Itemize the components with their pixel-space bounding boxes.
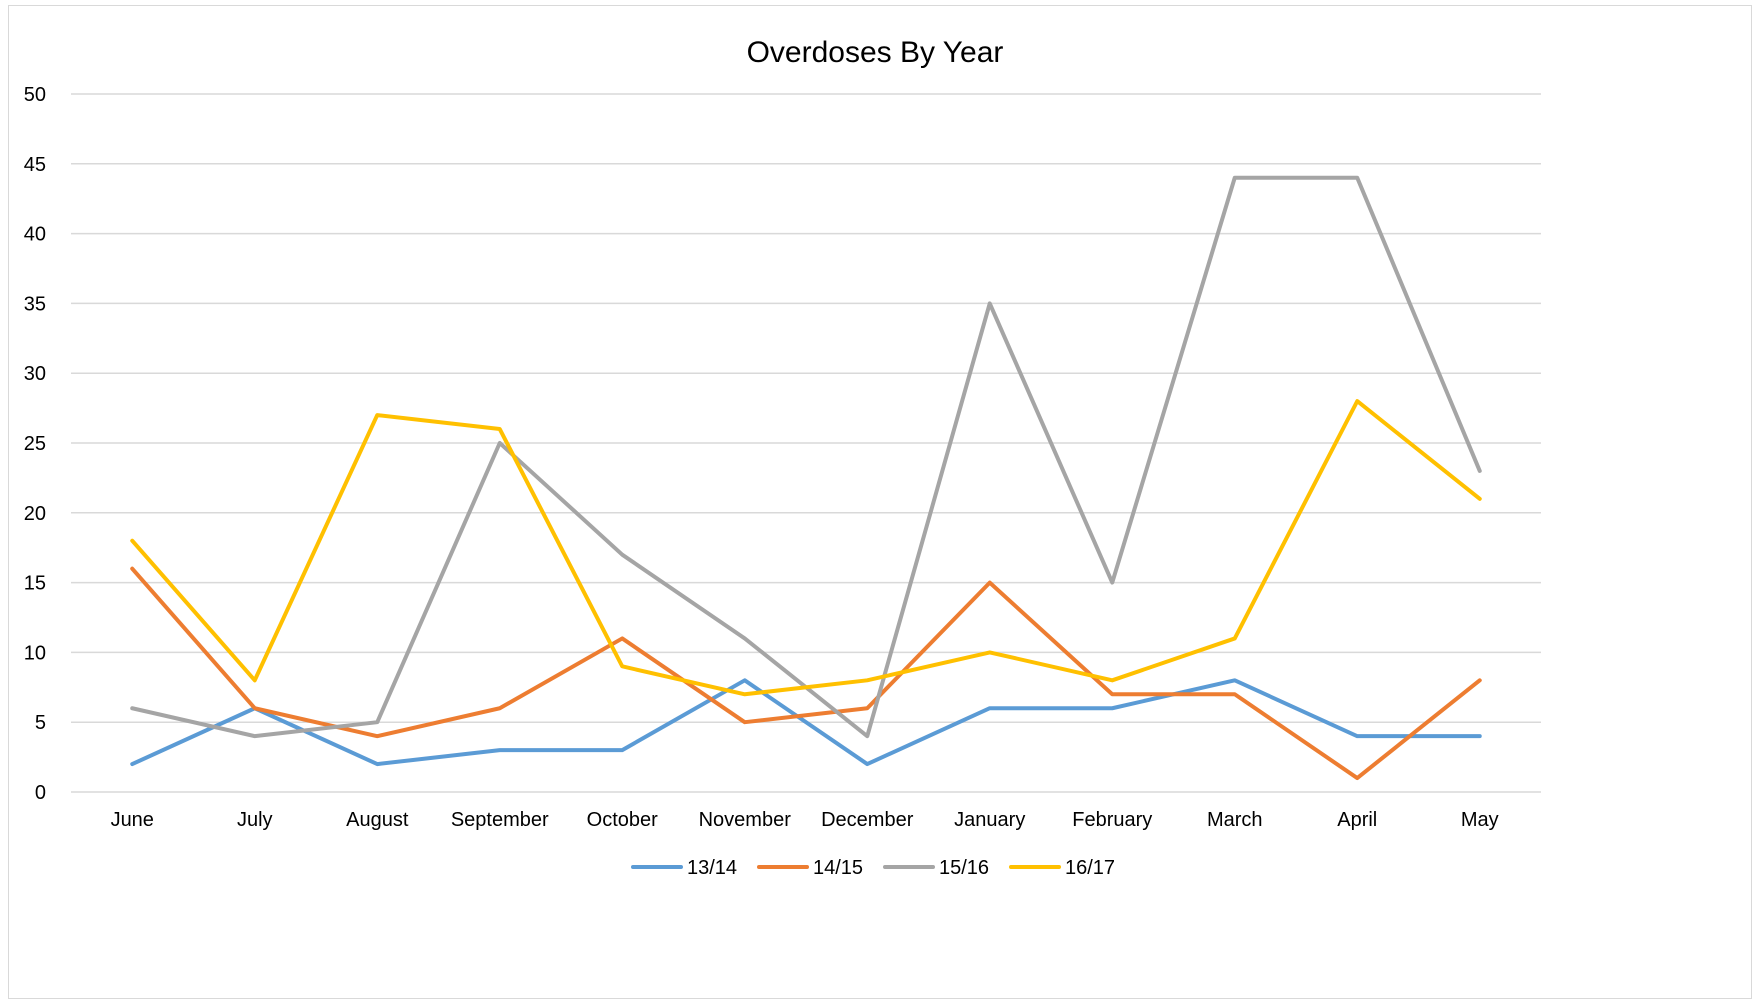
legend-label: 16/17: [1065, 857, 1115, 879]
y-tick-label: 10: [24, 642, 46, 664]
x-tick-label: October: [587, 809, 658, 831]
y-tick-label: 25: [24, 433, 46, 455]
legend-label: 13/14: [687, 857, 737, 879]
x-tick-label: April: [1337, 809, 1377, 831]
y-tick-label: 45: [24, 154, 46, 176]
series-line-13-14: [130, 678, 1482, 767]
x-tick-label: March: [1207, 809, 1263, 831]
x-tick-label: July: [237, 809, 273, 831]
x-tick-label: June: [111, 809, 154, 831]
series-line-14-15: [130, 566, 1482, 781]
legend-label: 14/15: [813, 857, 863, 879]
line-chart: Overdoses By Year 0 5 10 15 20 25 30 35 40 45 50 J…: [24, 36, 1541, 879]
y-axis-ticks: 0 5 10 15 20 25 30 35 40 45 50: [24, 84, 46, 804]
legend-label: 15/16: [939, 857, 989, 879]
x-tick-label: May: [1461, 809, 1499, 831]
y-tick-label: 35: [24, 293, 46, 315]
y-tick-label: 20: [24, 503, 46, 525]
y-tick-label: 40: [24, 224, 46, 246]
chart-title: Overdoses By Year: [747, 36, 1004, 69]
x-tick-label: August: [346, 809, 409, 831]
series-lines: [130, 175, 1482, 781]
x-tick-label: September: [451, 809, 549, 831]
y-tick-label: 5: [35, 712, 46, 734]
legend: 13/14 14/15 15/16 16/17: [631, 857, 1115, 879]
x-tick-label: January: [954, 809, 1025, 831]
y-tick-label: 50: [24, 84, 46, 106]
x-tick-label: December: [821, 809, 914, 831]
x-tick-label: February: [1072, 809, 1152, 831]
series-line-16-17: [130, 399, 1482, 697]
y-tick-label: 15: [24, 573, 46, 595]
y-tick-label: 0: [35, 782, 46, 804]
y-tick-label: 30: [24, 363, 46, 385]
x-tick-label: November: [699, 809, 792, 831]
x-axis-ticks: June July August September October November De…: [111, 809, 1499, 831]
chart-frame: Overdoses By Year 0 5 10 15 20 25 30 35 40 45 50 J…: [8, 5, 1752, 999]
